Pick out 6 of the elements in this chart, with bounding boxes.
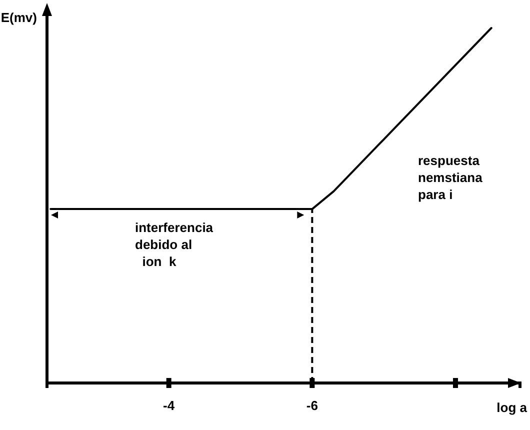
annotation: interferencia debido al ion k	[135, 220, 214, 269]
x-axis-title: log a	[496, 400, 528, 415]
x-tick-label: -6	[306, 398, 318, 414]
y-axis-title: E(mv)	[0, 10, 37, 25]
x-tick-label: -4	[163, 398, 176, 414]
annotation: respuesta nemstiana para i	[418, 153, 484, 202]
